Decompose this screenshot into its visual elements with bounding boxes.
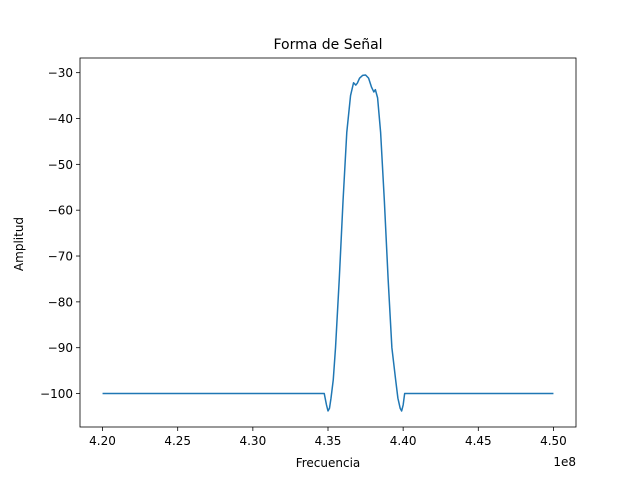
y-tick-label: −40 (48, 112, 73, 126)
y-tick-label: −70 (48, 250, 73, 264)
y-axis-label: Amplitud (12, 217, 26, 271)
x-tick-label: 4.45 (465, 434, 492, 448)
plot-area: 4.20 4.25 4.30 4.35 4.40 4.45 4.50 −30 −40 −50 −60… (40, 57, 577, 448)
x-tick-label: 4.30 (239, 434, 266, 448)
y-tick-label: −100 (40, 387, 73, 401)
x-tick-label: 4.35 (315, 434, 342, 448)
y-tick-label: −90 (48, 341, 73, 355)
y-tick-label: −80 (48, 295, 73, 309)
y-tick-label: −30 (48, 66, 73, 80)
x-tick-label: 4.20 (89, 434, 116, 448)
x-tick-label: 4.50 (540, 434, 567, 448)
x-axis-label: Frecuencia (296, 456, 361, 470)
x-tick-label: 4.40 (390, 434, 417, 448)
x-axis-offset-label: 1e8 (553, 455, 576, 469)
y-tick-label: −60 (48, 204, 73, 218)
series-line-0 (102, 74, 554, 412)
chart-title: Forma de Señal (273, 37, 382, 53)
x-tick-label: 4.25 (164, 434, 191, 448)
y-tick-label: −50 (48, 158, 73, 172)
